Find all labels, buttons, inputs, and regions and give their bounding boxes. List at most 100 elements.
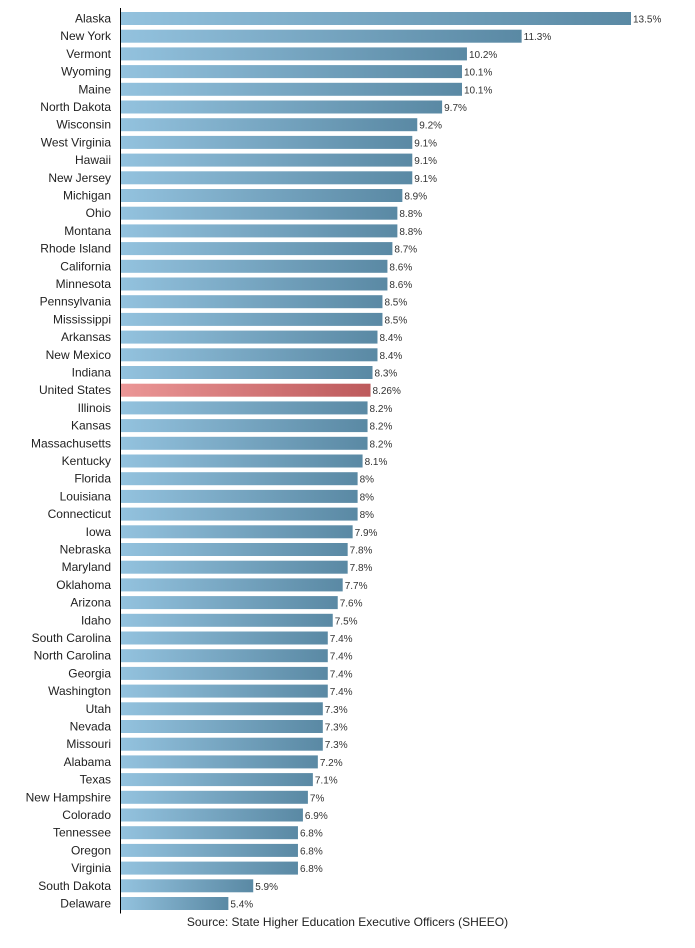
bar-texas bbox=[121, 773, 313, 787]
bar-nebraska bbox=[121, 543, 348, 556]
value-label-new-jersey: 9.1% bbox=[414, 174, 437, 185]
bar-illinois bbox=[121, 401, 368, 415]
category-label-ohio: Ohio bbox=[86, 206, 112, 220]
bar-new-york bbox=[121, 29, 522, 43]
category-label-indiana: Indiana bbox=[72, 366, 112, 380]
category-label-michigan: Michigan bbox=[63, 189, 111, 203]
value-label-montana: 8.8% bbox=[399, 227, 422, 238]
bar-pennsylvania bbox=[121, 295, 383, 309]
bar-alabama bbox=[121, 755, 318, 769]
bar-california bbox=[121, 259, 388, 273]
value-label-maryland: 7.8% bbox=[350, 563, 373, 574]
category-label-west-virginia: West Virginia bbox=[41, 135, 112, 149]
category-label-pennsylvania: Pennsylvania bbox=[40, 295, 112, 309]
value-label-tennessee: 6.8% bbox=[300, 829, 323, 840]
category-label-alabama: Alabama bbox=[64, 755, 112, 769]
category-label-colorado: Colorado bbox=[62, 808, 111, 822]
category-label-oregon: Oregon bbox=[71, 843, 111, 857]
category-label-arizona: Arizona bbox=[70, 596, 111, 610]
bar-new-mexico bbox=[121, 348, 378, 362]
category-label-kansas: Kansas bbox=[71, 419, 111, 433]
category-label-california: California bbox=[60, 259, 111, 273]
category-label-south-dakota: South Dakota bbox=[38, 879, 111, 893]
category-label-delaware: Delaware bbox=[60, 897, 111, 911]
category-label-idaho: Idaho bbox=[81, 613, 111, 627]
bar-south-dakota bbox=[121, 879, 254, 893]
value-label-iowa: 7.9% bbox=[355, 528, 378, 539]
category-label-new-hampshire: New Hampshire bbox=[26, 790, 112, 804]
value-label-delaware: 5.4% bbox=[230, 900, 253, 911]
value-label-pennsylvania: 8.5% bbox=[384, 298, 407, 309]
bar-delaware bbox=[121, 897, 229, 910]
category-label-nevada: Nevada bbox=[70, 720, 112, 734]
bar-louisiana bbox=[121, 489, 358, 503]
bar-tennessee bbox=[121, 826, 298, 840]
category-label-iowa: Iowa bbox=[86, 525, 112, 539]
category-labels: Alaska New York Vermont Wyoming Maine North D… bbox=[26, 12, 112, 911]
category-label-louisiana: Louisiana bbox=[60, 489, 112, 503]
category-label-nebraska: Nebraska bbox=[60, 543, 112, 557]
bar-kentucky bbox=[121, 454, 363, 468]
bar-arkansas bbox=[121, 330, 378, 344]
value-label-colorado: 6.9% bbox=[305, 811, 328, 822]
value-label-nebraska: 7.8% bbox=[350, 546, 373, 557]
bar-colorado bbox=[121, 808, 303, 822]
category-label-tennessee: Tennessee bbox=[53, 826, 111, 840]
category-label-florida: Florida bbox=[74, 472, 111, 486]
value-label-hawaii: 9.1% bbox=[414, 156, 437, 167]
category-label-connecticut: Connecticut bbox=[48, 507, 112, 521]
category-label-washington: Washington bbox=[48, 684, 111, 698]
bar-north-carolina bbox=[121, 649, 328, 663]
value-label-georgia: 7.4% bbox=[330, 669, 353, 680]
value-label-michigan: 8.9% bbox=[404, 192, 427, 203]
category-label-maine: Maine bbox=[78, 82, 111, 96]
value-label-washington: 7.4% bbox=[330, 687, 353, 698]
category-label-utah: Utah bbox=[86, 702, 111, 716]
value-label-louisiana: 8% bbox=[360, 492, 375, 503]
value-label-vermont: 10.2% bbox=[469, 50, 497, 61]
bar-new-jersey bbox=[121, 171, 413, 185]
value-label-west-virginia: 9.1% bbox=[414, 138, 437, 149]
value-label-alabama: 7.2% bbox=[320, 758, 343, 769]
category-label-massachusetts: Massachusetts bbox=[31, 436, 111, 450]
category-label-vermont: Vermont bbox=[66, 47, 111, 61]
category-label-illinois: Illinois bbox=[78, 401, 111, 415]
value-label-new-hampshire: 7% bbox=[310, 793, 325, 804]
value-label-oklahoma: 7.7% bbox=[345, 581, 368, 592]
category-label-rhode-island: Rhode Island bbox=[40, 242, 111, 256]
value-label-florida: 8% bbox=[360, 475, 375, 486]
category-label-south-carolina: South Carolina bbox=[32, 631, 112, 645]
bar-montana bbox=[121, 224, 398, 238]
category-label-georgia: Georgia bbox=[68, 666, 111, 680]
value-label-nevada: 7.3% bbox=[325, 723, 348, 734]
category-label-virginia: Virginia bbox=[71, 861, 111, 875]
bar-wisconsin bbox=[121, 118, 418, 132]
bar-new-hampshire bbox=[121, 790, 308, 804]
value-label-wyoming: 10.1% bbox=[464, 68, 492, 79]
value-label-missouri: 7.3% bbox=[325, 740, 348, 751]
category-label-united-states: United States bbox=[39, 383, 111, 397]
bar-washington bbox=[121, 684, 328, 698]
value-label-alaska: 13.5% bbox=[633, 15, 661, 26]
bar-oklahoma bbox=[121, 578, 343, 592]
value-label-north-carolina: 7.4% bbox=[330, 652, 353, 663]
source-note: Source: State Higher Education Executive… bbox=[186, 915, 509, 929]
bar-mississippi bbox=[121, 312, 383, 326]
category-label-new-mexico: New Mexico bbox=[46, 348, 112, 362]
bar-alaska bbox=[121, 12, 631, 25]
value-label-illinois: 8.2% bbox=[370, 404, 393, 415]
bar-massachusetts bbox=[121, 436, 368, 450]
bar-north-dakota bbox=[121, 100, 443, 114]
category-label-kentucky: Kentucky bbox=[62, 454, 111, 468]
value-label-kentucky: 8.1% bbox=[365, 457, 388, 468]
bar-minnesota bbox=[121, 277, 388, 291]
value-label-south-dakota: 5.9% bbox=[255, 882, 278, 893]
value-label-virginia: 6.8% bbox=[300, 864, 323, 875]
value-label-wisconsin: 9.2% bbox=[419, 121, 442, 132]
bar-nevada bbox=[121, 720, 323, 733]
bar-virginia bbox=[121, 861, 298, 875]
value-label-california: 8.6% bbox=[389, 262, 412, 273]
value-label-new-york: 11.3% bbox=[524, 32, 552, 43]
bar-south-carolina bbox=[121, 631, 328, 645]
bar-kansas bbox=[121, 419, 368, 433]
